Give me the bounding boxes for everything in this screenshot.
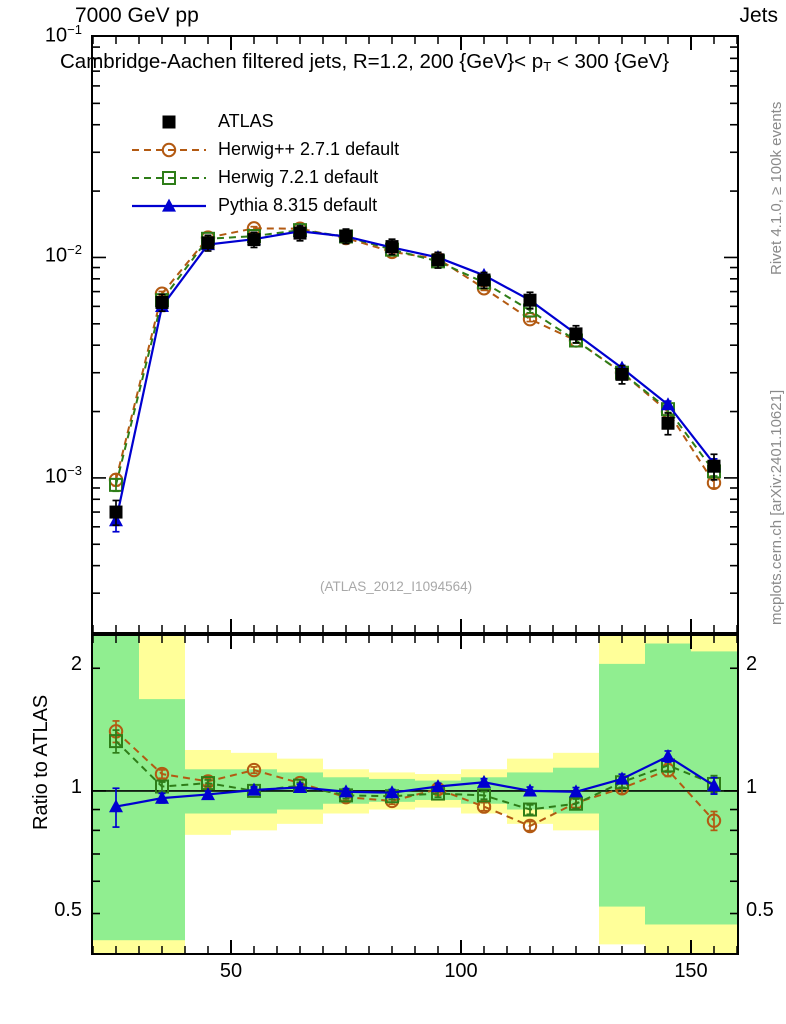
- marker-triangle-filled: [162, 198, 176, 212]
- marker-triangle-filled: [201, 787, 215, 801]
- ratio-series-line: [115, 755, 715, 808]
- series-herwig++: [108, 221, 722, 491]
- plot-title-subscript: T: [543, 59, 552, 74]
- marker-triangle-filled: [339, 784, 353, 798]
- marker-square-filled: [477, 273, 491, 287]
- marker-square-open: [477, 788, 491, 803]
- marker-triangle-filled: [293, 779, 307, 793]
- y-tick-mantissa: 10: [44, 465, 68, 488]
- ratio-axis-label: Ratio to ATLAS: [30, 694, 52, 830]
- main-y-tick-label: 10−3: [12, 463, 82, 489]
- legend-marker-3: [132, 198, 206, 212]
- ratio-y-tick-label-right: 2: [746, 653, 758, 676]
- marker-triangle-filled: [615, 771, 629, 785]
- marker-triangle-filled: [523, 783, 537, 797]
- marker-triangle-filled: [155, 790, 169, 804]
- legend-label-0: ATLAS: [218, 111, 274, 131]
- main-y-tick-label: 10−1: [12, 22, 82, 48]
- header-category-label: Jets: [739, 4, 778, 27]
- series-line: [115, 227, 715, 484]
- marker-triangle-filled: [707, 778, 721, 792]
- legend-label-3: Pythia 8.315 default: [218, 195, 378, 215]
- x-tick-label: 100: [444, 960, 478, 982]
- legend-marker-2: [132, 171, 206, 185]
- ratio-series-pythia: [109, 749, 721, 828]
- marker-square-filled: [661, 416, 675, 430]
- marker-square-filled: [523, 293, 537, 307]
- marker-square-filled: [293, 226, 307, 240]
- marker-circle-open: [522, 818, 538, 834]
- y-tick-exponent: −2: [67, 242, 82, 258]
- series-herwig: [109, 223, 721, 493]
- marker-square-filled: [155, 295, 169, 309]
- plot-title-text: Cambridge-Aachen filtered jets, R=1.2, 2…: [60, 50, 544, 73]
- marker-square-filled: [707, 459, 721, 473]
- uncertainty-band-inner: [139, 699, 185, 941]
- legend-marker-1: [132, 142, 206, 158]
- marker-square-filled: [247, 233, 261, 247]
- y-tick-exponent: −3: [67, 462, 82, 478]
- y-tick-mantissa: 10: [44, 24, 68, 47]
- marker-triangle-filled: [247, 782, 261, 796]
- marker-square-filled: [569, 327, 583, 341]
- marker-square-filled: [385, 240, 399, 254]
- ratio-y-tick-label-right: 0.5: [746, 898, 774, 921]
- header-beam-label: 7000 GeV pp: [75, 4, 199, 27]
- y-tick-exponent: −1: [67, 22, 82, 37]
- y-tick-mantissa: 10: [44, 245, 68, 268]
- ratio-y-tick-label-left: 2: [70, 653, 82, 676]
- plot-title-tail: < 300 {GeV}: [551, 50, 670, 73]
- ratio-plot-canvas: [93, 636, 737, 953]
- plot-title: Cambridge-Aachen filtered jets, R=1.2, 2…: [60, 50, 669, 74]
- x-tick-label: 150: [674, 960, 708, 982]
- marker-square-open: [109, 734, 123, 749]
- marker-square-filled: [162, 115, 176, 129]
- ratio-y-tick-label-right: 1: [746, 775, 758, 798]
- marker-circle-open: [706, 813, 722, 828]
- marker-triangle-filled: [385, 785, 399, 799]
- legend-marker-0: [162, 115, 176, 129]
- main-plot-canvas: [93, 37, 737, 632]
- x-tick-label: 50: [219, 960, 243, 982]
- marker-square-open: [109, 477, 123, 492]
- marker-square-filled: [431, 253, 445, 267]
- series-line: [115, 229, 715, 486]
- series-atlas: [109, 225, 721, 527]
- ratio-y-tick-label-left: 1: [70, 775, 82, 798]
- marker-triangle-filled: [431, 779, 445, 793]
- marker-square-filled: [201, 236, 215, 250]
- marker-triangle-filled: [477, 774, 491, 788]
- marker-circle-open: [246, 762, 262, 778]
- marker-circle-open: [161, 142, 177, 158]
- series-line: [114, 230, 715, 521]
- marker-square-open: [162, 171, 176, 185]
- main-plot-panel: [91, 35, 739, 634]
- marker-square-filled: [615, 367, 629, 381]
- marker-square-filled: [339, 229, 353, 243]
- marker-square-open: [569, 796, 583, 811]
- ratio-y-tick-label-left: 0.5: [54, 898, 82, 921]
- analysis-watermark: (ATLAS_2012_I1094564): [320, 579, 473, 594]
- legend-label-2: Herwig 7.2.1 default: [218, 167, 379, 187]
- rivet-version-credit: Rivet 4.1.0, ≥ 100k events: [768, 101, 785, 275]
- main-y-tick-label: 10−2: [12, 242, 82, 268]
- marker-triangle-filled: [661, 397, 675, 411]
- marker-square-open: [523, 802, 537, 817]
- marker-triangle-filled: [569, 784, 583, 798]
- marker-triangle-filled: [109, 799, 123, 813]
- legend-label-1: Herwig++ 2.7.1 default: [218, 139, 400, 159]
- ratio-plot-panel: [91, 634, 739, 955]
- marker-triangle-filled: [661, 749, 675, 763]
- uncertainty-band-inner: [645, 643, 691, 925]
- mcplots-source-credit: mcplots.cern.ch [arXiv:2401.10621]: [768, 389, 785, 625]
- marker-square-filled: [109, 505, 123, 519]
